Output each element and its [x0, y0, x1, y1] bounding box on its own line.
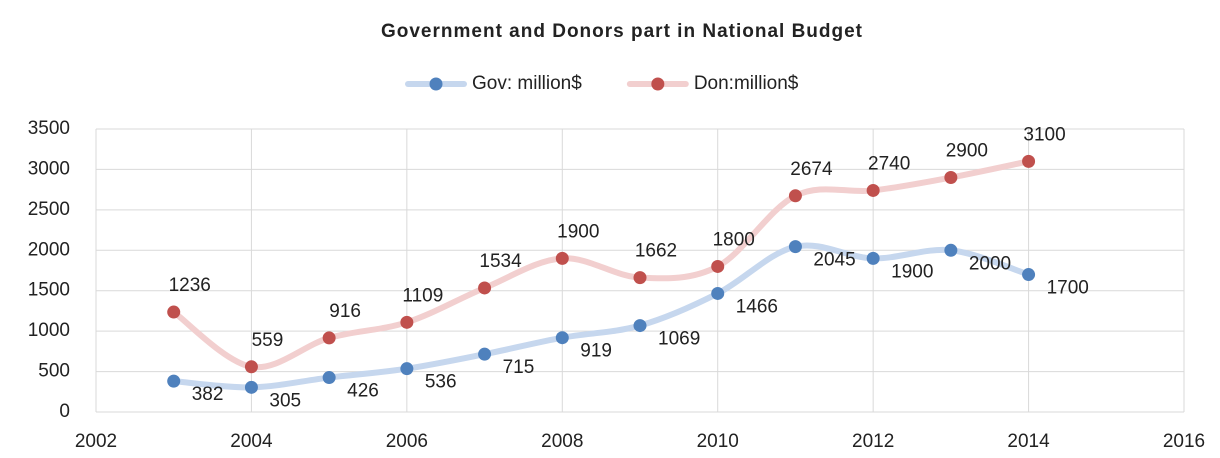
- data-point: [167, 374, 181, 388]
- x-tick-label: 2004: [230, 431, 273, 452]
- data-label: 2045: [813, 250, 855, 271]
- y-tick-label: 3500: [28, 118, 70, 139]
- data-point: [1022, 154, 1036, 168]
- y-tick-label: 2500: [28, 199, 70, 220]
- data-label: 2900: [946, 141, 988, 162]
- data-label: 1700: [1047, 278, 1089, 299]
- data-label: 916: [329, 301, 361, 322]
- legend-marker: [651, 77, 665, 91]
- data-point: [866, 183, 880, 197]
- data-point: [322, 371, 336, 385]
- x-tick-label: 2006: [386, 431, 428, 452]
- data-point: [555, 331, 569, 345]
- data-label: 1800: [713, 229, 755, 250]
- legend-label: Gov: million$: [472, 73, 582, 94]
- data-label: 426: [347, 381, 379, 402]
- x-tick-label: 2014: [1007, 431, 1050, 452]
- data-label: 1236: [169, 275, 211, 296]
- data-label: 2000: [969, 253, 1011, 274]
- data-point: [1022, 268, 1036, 282]
- data-point: [633, 319, 647, 333]
- data-point: [555, 251, 569, 265]
- y-tick-label: 2000: [28, 239, 70, 260]
- y-tick-label: 0: [59, 401, 70, 422]
- data-point: [788, 189, 802, 203]
- data-label: 919: [580, 341, 612, 362]
- data-point: [788, 240, 802, 254]
- data-label: 382: [192, 384, 224, 405]
- data-point: [478, 347, 492, 361]
- data-point: [711, 286, 725, 300]
- data-label: 1109: [402, 285, 443, 306]
- data-point: [244, 380, 258, 394]
- data-point: [400, 315, 414, 329]
- data-label: 1534: [479, 251, 522, 272]
- legend-label: Don:million$: [694, 73, 799, 94]
- legend-item: Don:million$: [626, 73, 799, 94]
- data-label: 3100: [1023, 124, 1065, 145]
- y-tick-label: 1000: [28, 320, 70, 341]
- data-label: 1900: [557, 221, 599, 242]
- data-point: [866, 251, 880, 265]
- data-label: 1662: [635, 241, 677, 262]
- data-label: 1466: [736, 296, 778, 317]
- data-label: 305: [269, 390, 301, 411]
- data-label: 2674: [790, 159, 833, 180]
- data-point: [944, 243, 958, 257]
- y-tick-label: 500: [38, 361, 70, 382]
- data-label: 2740: [868, 153, 910, 174]
- data-label: 1069: [658, 329, 700, 350]
- data-point: [400, 362, 414, 376]
- x-tick-label: 2016: [1163, 431, 1205, 452]
- x-tick-label: 2008: [541, 431, 583, 452]
- data-label: 1900: [891, 261, 933, 282]
- y-tick-label: 1500: [28, 280, 70, 301]
- data-point: [633, 271, 647, 285]
- data-point: [244, 360, 258, 374]
- data-point: [167, 305, 181, 319]
- x-tick-label: 2012: [852, 431, 894, 452]
- data-point: [711, 259, 725, 273]
- y-tick-label: 3000: [28, 158, 70, 179]
- data-point: [322, 331, 336, 345]
- legend-marker: [429, 77, 443, 91]
- x-tick-label: 2002: [75, 431, 117, 452]
- x-tick-label: 2010: [697, 431, 739, 452]
- data-label: 559: [252, 330, 284, 351]
- legend-item: Gov: million$: [405, 73, 582, 94]
- data-label: 536: [425, 372, 457, 393]
- data-point: [944, 171, 958, 185]
- chart-title: Government and Donors part in National B…: [381, 21, 863, 42]
- data-label: 715: [503, 357, 535, 378]
- data-point: [478, 281, 492, 295]
